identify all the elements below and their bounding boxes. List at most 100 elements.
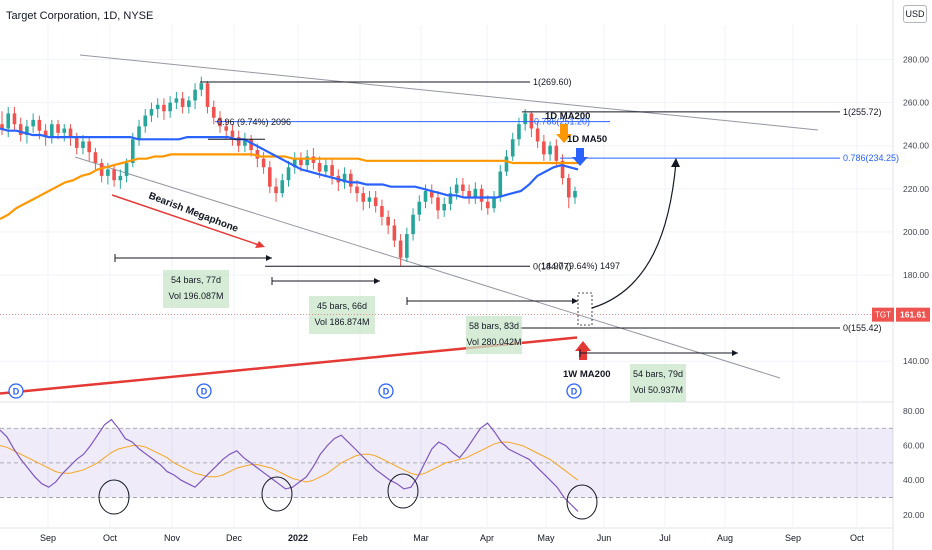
- candle-body: [211, 106, 216, 118]
- candle-body: [155, 104, 160, 110]
- candle-body: [566, 178, 571, 198]
- candle-body: [162, 104, 166, 112]
- x-tick-label: Jun: [597, 533, 612, 543]
- bars-arrow-head-icon: [374, 278, 380, 284]
- bars-count-label: 54 bars, 77d: [171, 275, 221, 285]
- rsi-tick-label: 80.00: [903, 406, 925, 416]
- candle-body: [137, 126, 141, 140]
- candle-body: [429, 190, 434, 198]
- candle-body: [6, 113, 11, 129]
- bars-stats-box: [309, 296, 375, 334]
- pattern-arrow-line: [111, 194, 263, 247]
- measure-label: 0.96 (9.74%) 2096: [217, 117, 291, 127]
- candle-body: [299, 158, 303, 166]
- ma200-callout: 1D MA200: [545, 111, 590, 122]
- candle-body: [317, 162, 322, 172]
- candle-body: [486, 201, 490, 209]
- projection-arrowhead-icon: [671, 158, 680, 167]
- candle-body: [305, 156, 309, 166]
- candle-body: [280, 180, 285, 194]
- candle-body: [479, 188, 484, 202]
- candle-body: [504, 156, 509, 172]
- candle-body: [25, 126, 29, 135]
- candle-body: [324, 165, 328, 172]
- candle-body: [461, 184, 465, 191]
- candle-body: [168, 102, 172, 112]
- candle-body: [330, 165, 334, 176]
- candle-body: [261, 158, 266, 168]
- candle-body: [193, 89, 197, 101]
- last-price-tag: [896, 307, 930, 322]
- candle-body: [448, 193, 453, 204]
- candle-body: [411, 214, 415, 235]
- candle-body: [268, 167, 272, 187]
- bars-count-label: 58 bars, 83d: [469, 321, 519, 331]
- projection-measure: [577, 292, 593, 326]
- candle-body: [37, 119, 42, 131]
- dividend-marker-label: D: [201, 387, 208, 397]
- ma200-arrow-icon: [556, 124, 572, 143]
- x-tick-label: Nov: [164, 533, 181, 543]
- bars-count-label: 45 bars, 66d: [317, 301, 367, 311]
- candle-body: [454, 184, 459, 194]
- projection-label: 14.97 (9.64%) 1497: [541, 261, 620, 271]
- rsi-line: [0, 418, 579, 512]
- x-tick-label: 2022: [288, 533, 308, 543]
- rsi-tick-label: 20.00: [903, 510, 925, 520]
- candle-body: [81, 141, 85, 148]
- candle-body: [224, 126, 229, 131]
- megaphone-lower-trendline: [74, 156, 781, 379]
- rsi-tick-label: 40.00: [903, 475, 925, 485]
- candle-body: [230, 130, 235, 138]
- candle-body: [442, 203, 447, 211]
- candle-body: [405, 234, 409, 258]
- candle-body: [187, 100, 191, 107]
- last-price-label: 161.61: [900, 310, 926, 320]
- candle-body: [255, 150, 260, 159]
- ma50-arrow-icon: [572, 148, 588, 166]
- ma50-line: [0, 127, 579, 199]
- candle-body: [492, 197, 496, 209]
- candle-body: [560, 160, 565, 179]
- x-tick-label: Apr: [480, 533, 494, 543]
- x-tick-label: Sep: [785, 533, 801, 543]
- projection-arc: [591, 161, 677, 309]
- bars-arrow-head-icon: [572, 298, 578, 304]
- candle-body: [174, 98, 179, 103]
- y-tick-label: 260.00: [903, 98, 929, 108]
- candle-body: [529, 113, 534, 129]
- candle-body: [361, 193, 366, 202]
- fib-label: 0.786(251.20): [534, 117, 590, 127]
- y-tick-label: 180.00: [903, 270, 929, 280]
- wma200-arrow-icon: [575, 341, 591, 360]
- candle-body: [199, 83, 204, 90]
- candle-body: [12, 113, 17, 125]
- candle-body: [62, 128, 67, 133]
- candle-body: [417, 201, 422, 215]
- candle-body: [93, 152, 98, 163]
- bars-count-label: 54 bars, 79d: [633, 369, 683, 379]
- x-tick-label: Oct: [850, 533, 865, 543]
- fib-label: 0(155.42): [843, 323, 882, 333]
- candle-body: [31, 119, 35, 127]
- candle-body: [498, 171, 503, 198]
- candle-body: [535, 128, 540, 142]
- candle-body: [74, 137, 79, 148]
- bars-volume-label: Vol 186.874M: [314, 317, 369, 327]
- candle-body: [286, 167, 291, 181]
- candle-body: [106, 169, 110, 176]
- ma50-callout: 1D MA50: [567, 134, 607, 145]
- rsi-oversold-circle: [98, 479, 130, 515]
- candle-body: [380, 206, 384, 217]
- fib-label: 1(269.60): [533, 77, 572, 87]
- currency-button[interactable]: USD: [903, 5, 927, 23]
- bars-arrow-head-icon: [732, 350, 738, 356]
- megaphone-upper-trendline: [79, 54, 819, 131]
- rsi-tick-label: 60.00: [903, 441, 925, 451]
- candle-body: [274, 186, 278, 194]
- candle-body: [124, 162, 129, 176]
- candle-body: [467, 190, 471, 198]
- candle-body: [112, 169, 116, 181]
- x-tick-label: Jul: [659, 533, 671, 543]
